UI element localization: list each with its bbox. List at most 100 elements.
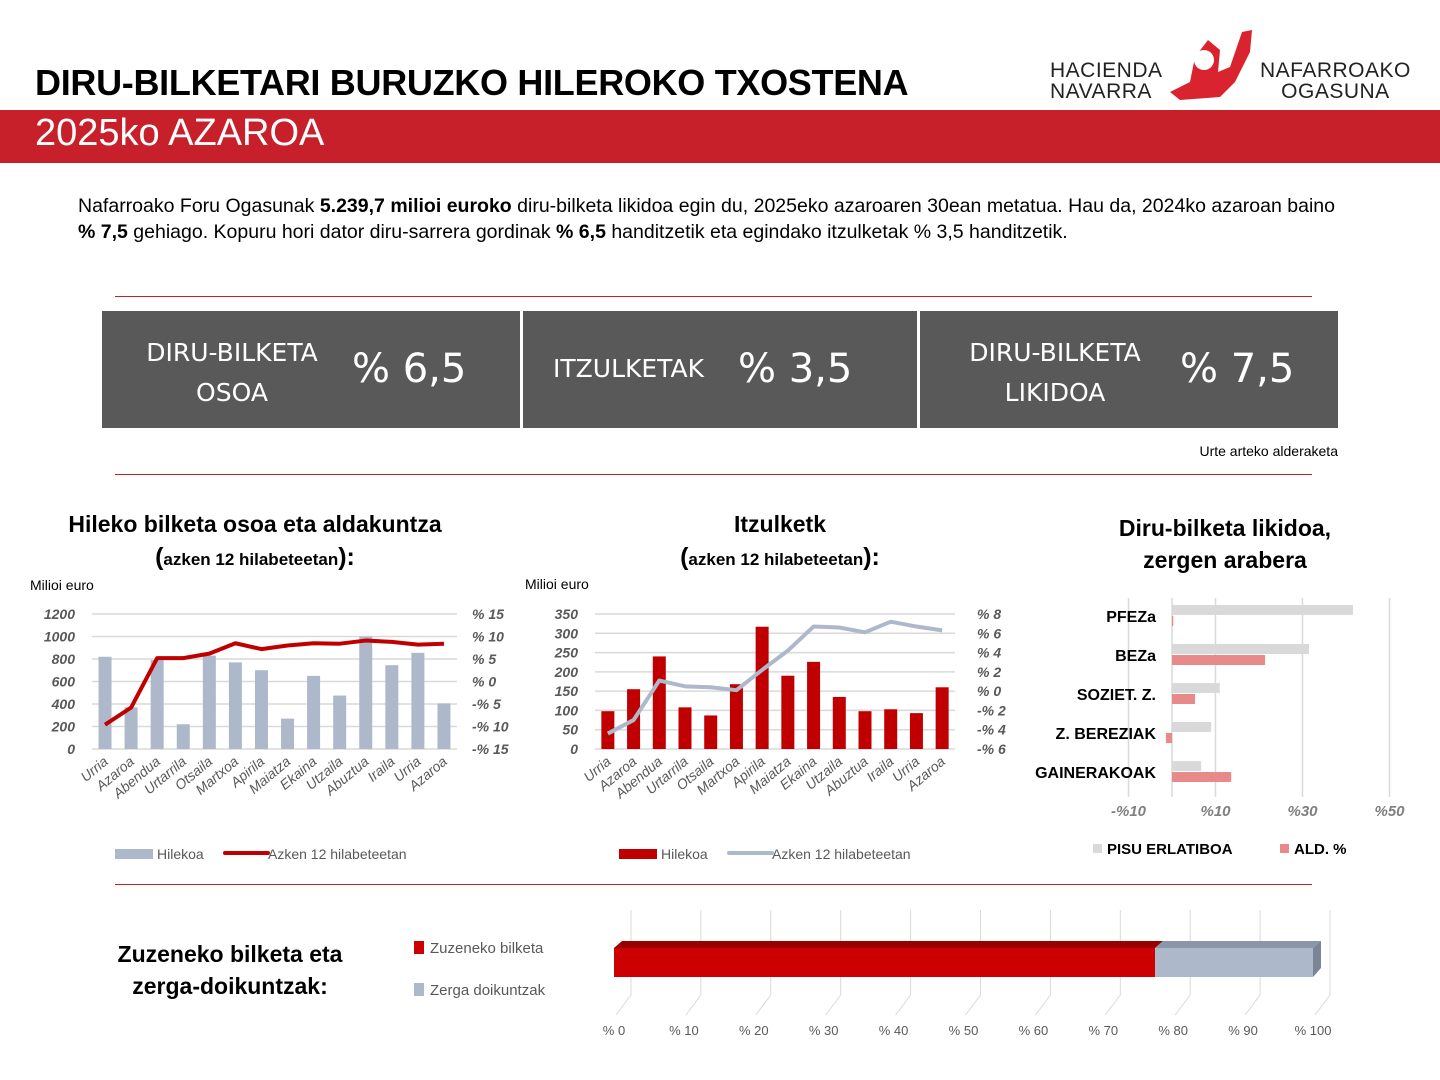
chart2-ytick: 150	[555, 683, 579, 699]
logo-text-left: HACIENDA NAVARRA	[1050, 59, 1163, 103]
chart2-y2tick: % 8	[977, 606, 1001, 622]
chart1-bar	[411, 652, 425, 749]
chart4-gridline	[1244, 994, 1261, 1016]
chart2-y2tick: % 2	[977, 664, 1001, 680]
chart4-gridline	[1104, 994, 1121, 1016]
chart1-bar	[307, 675, 321, 749]
chart2-subtitle: (azken 12 hilabeteetan):	[680, 543, 880, 571]
chart3-legend-label: PISU ERLATIBOA	[1107, 841, 1233, 858]
chart3-legend-swatch	[1280, 844, 1289, 853]
chart2-bar	[755, 626, 769, 749]
chart4-xtick: % 50	[949, 1023, 979, 1038]
chart1-ytick: 400	[51, 696, 76, 712]
chart4-gridline	[755, 994, 772, 1016]
chart3-xtick: %30	[1287, 803, 1318, 820]
chart1-ytick: 800	[52, 651, 76, 667]
chart2-bar	[678, 707, 692, 749]
kpi-refunds: ITZULKETAK % 3,5	[523, 311, 917, 428]
logo-text-right: NAFARROAKO OGASUNA	[1260, 59, 1411, 103]
chart3-bar	[1172, 761, 1202, 771]
chart4-legend-swatch	[414, 983, 424, 996]
chart3-legend-label: ALD. %	[1294, 841, 1347, 858]
chart1-ytick: 200	[51, 719, 76, 735]
chart4-xtick: % 10	[669, 1023, 699, 1038]
chart1-unit: Milioi euro	[30, 577, 94, 593]
chart4-gridline	[965, 994, 981, 1016]
subtitle-band	[0, 110, 1440, 163]
chart4-gridline	[1314, 994, 1331, 1016]
chart1-bar	[281, 718, 295, 749]
chart4-bar-top	[1155, 941, 1321, 948]
chart1-legend-line-label: Azken 12 hilabeteetan	[268, 846, 407, 862]
chart4-xtick: % 20	[739, 1023, 769, 1038]
chart1-ytick: 0	[67, 741, 75, 757]
chart2-line	[606, 619, 943, 736]
chart4-xtick: % 80	[1158, 1023, 1188, 1038]
chart2-bar	[729, 684, 743, 749]
chart1-y2tick: % 5	[472, 651, 496, 667]
chart4-xtick: % 40	[879, 1023, 909, 1038]
chart4-bar-adjustments	[1155, 948, 1313, 977]
chart4-legend-label: Zuzeneko bilketa	[430, 940, 544, 957]
chart3-legend-swatch	[1093, 844, 1102, 853]
chart3-bar	[1172, 772, 1232, 782]
chart2-y2tick: -% 4	[977, 722, 1006, 738]
chart2-legend-line-label: Azken 12 hilabeteetan	[772, 846, 911, 862]
chart4-xtick: % 90	[1228, 1023, 1258, 1038]
chart1-bar	[124, 707, 138, 749]
chart1-bar	[359, 636, 373, 749]
divider	[115, 884, 1312, 885]
chart2-unit: Milioi euro	[525, 576, 589, 592]
chart1-bar	[437, 703, 451, 749]
chart1-bar	[254, 670, 268, 749]
kpi-net: DIRU-BILKETA LIKIDOA % 7,5	[920, 311, 1338, 428]
chart4-bar-top	[614, 941, 1164, 948]
chart2-ytick: 250	[554, 645, 579, 661]
chart2-ytick: 100	[555, 702, 579, 718]
chart3-bar	[1172, 694, 1196, 704]
chart4-gridline	[1174, 994, 1191, 1016]
kpi-value: % 6,5	[352, 346, 467, 392]
divider	[115, 296, 1312, 297]
intro-paragraph: Nafarroako Foru Ogasunak 5.239,7 milioi …	[78, 195, 1335, 243]
chart3-xtick: %50	[1374, 803, 1405, 820]
chart4-legend-swatch	[414, 941, 424, 954]
chart2-y2tick: % 4	[977, 645, 1001, 661]
chart4-bar-side	[1313, 941, 1321, 977]
chart3-bar	[1172, 644, 1310, 654]
chart1-ytick: 1200	[44, 606, 75, 622]
chart3-bar	[1172, 655, 1266, 665]
chart4-xtick: % 70	[1088, 1023, 1118, 1038]
chart1-y2tick: % 10	[472, 629, 504, 645]
chart2-ytick: 350	[555, 606, 579, 622]
chart3-category-label: GAINERAKOAK	[1035, 765, 1156, 782]
chart2-bar	[781, 675, 795, 749]
chart3-bar	[1165, 733, 1172, 743]
chart2-bar	[909, 713, 923, 749]
chart1-line	[103, 638, 445, 727]
chart2-y2tick: -% 6	[977, 741, 1006, 757]
kpi-total: DIRU-BILKETA OSOA % 6,5	[102, 311, 520, 428]
kpi-label: DIRU-BILKETA OSOA	[146, 338, 318, 407]
chart2-bar	[601, 711, 615, 749]
chart1-y2tick: % 15	[472, 606, 504, 622]
chart1-subtitle: (azken 12 hilabeteetan):	[155, 543, 355, 571]
chart1-y2tick: -% 15	[472, 741, 509, 757]
chart3-category-label: PFEZa	[1106, 609, 1156, 626]
chart4-gridline	[825, 994, 842, 1016]
chart3-title: Diru-bilketa likidoa, zergen arabera	[1118, 515, 1332, 573]
chart2-y2tick: % 0	[977, 683, 1001, 699]
chart3-xtick: %10	[1200, 803, 1231, 820]
chart4-title: Zuzeneko bilketa eta zerga-doikuntzak:	[117, 941, 343, 999]
chart2-bar	[832, 696, 846, 749]
chart4-xtick: % 30	[809, 1023, 839, 1038]
chart2-ytick: 300	[555, 625, 579, 641]
chart1-ytick: 1000	[44, 629, 75, 645]
chart2-ytick: 200	[554, 664, 579, 680]
chart4-legend-label: Zerga doikuntzak	[430, 982, 546, 999]
kpi-label: ITZULKETAK	[553, 354, 705, 383]
chart1-y2tick: % 0	[472, 674, 496, 690]
chart1-ytick: 600	[52, 674, 76, 690]
logo-figure-icon	[1170, 30, 1252, 100]
